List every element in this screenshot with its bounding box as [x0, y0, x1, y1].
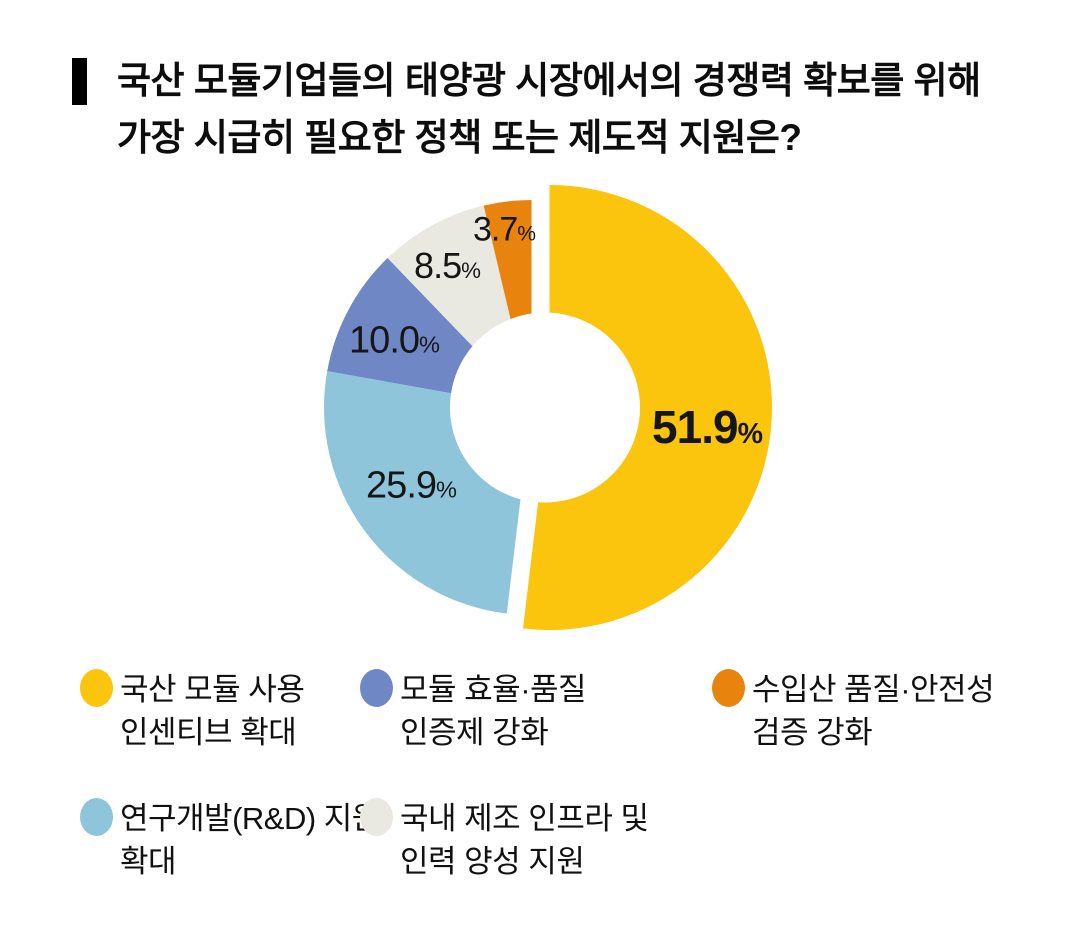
percent-sign: %: [517, 222, 536, 246]
percent-sign: %: [737, 418, 763, 450]
legend-bullet-icon: [712, 669, 745, 707]
legend-item: 국내 제조 인프라 및 인력 양성 지원: [360, 797, 649, 883]
slice-value-label: 3.7%: [472, 210, 536, 250]
slice-value: 25.9: [366, 464, 437, 507]
legend-item: 모듈 효율·품질 인증제 강화: [360, 668, 587, 754]
legend-item-label: 연구개발(R&D) 지원 확대: [120, 801, 380, 879]
donut-slice: [523, 185, 773, 630]
chart-title: 국산 모듈기업들의 태양광 시장에서의 경쟁력 확보를 위해 가장 시급히 필요…: [117, 52, 981, 166]
percent-sign: %: [436, 476, 457, 503]
legend-item-label: 국내 제조 인프라 및 인력 양성 지원: [400, 801, 649, 879]
percent-sign: %: [461, 258, 481, 283]
slice-value: 51.9: [652, 401, 739, 453]
legend-bullet-icon: [360, 669, 393, 707]
legend-item-label: 수입산 품질·안전성 검증 강화: [752, 672, 995, 750]
slice-value-label: 51.9%: [652, 400, 763, 454]
chart-title-line2: 가장 시급히 필요한 정책 또는 제도적 지원은?: [117, 117, 802, 158]
slice-value-label: 10.0%: [349, 319, 440, 363]
legend-item: 수입산 품질·안전성 검증 강화: [712, 668, 995, 754]
legend-item-label: 모듈 효율·품질 인증제 강화: [400, 672, 587, 750]
title-block: 국산 모듈기업들의 태양광 시장에서의 경쟁력 확보를 위해 가장 시급히 필요…: [72, 52, 981, 166]
legend-item: 국산 모듈 사용 인센티브 확대: [80, 668, 305, 754]
slice-value: 3.7: [472, 210, 518, 249]
legend-bullet-icon: [80, 669, 113, 707]
chart-title-line1: 국산 모듈기업들의 태양광 시장에서의 경쟁력 확보를 위해: [117, 60, 981, 101]
percent-sign: %: [419, 331, 440, 358]
legend-bullet-icon: [360, 798, 393, 836]
slice-value: 8.5: [414, 245, 462, 286]
slice-value-label: 8.5%: [414, 245, 481, 287]
slice-value: 10.0: [349, 319, 420, 362]
donut-hole: [450, 312, 640, 503]
slice-value-label: 25.9%: [366, 464, 457, 508]
legend-bullet-icon: [80, 798, 113, 836]
title-accent-bar-icon: [72, 58, 87, 105]
legend-item-label: 국산 모듈 사용 인센티브 확대: [120, 672, 305, 750]
legend-item: 연구개발(R&D) 지원 확대: [80, 797, 380, 883]
